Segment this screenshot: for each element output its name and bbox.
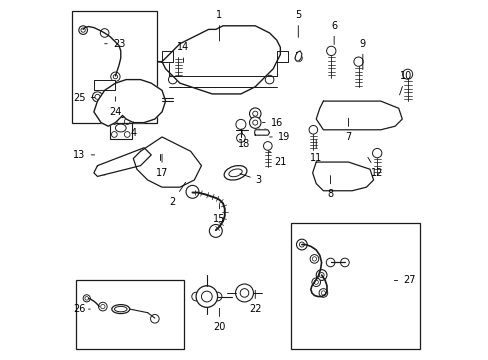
Circle shape xyxy=(340,258,348,267)
Text: 6: 6 xyxy=(330,21,337,45)
Circle shape xyxy=(309,255,318,263)
Circle shape xyxy=(325,258,334,267)
Text: 22: 22 xyxy=(248,291,261,314)
Text: 16: 16 xyxy=(262,118,283,128)
Circle shape xyxy=(326,46,335,55)
Polygon shape xyxy=(294,51,301,61)
Circle shape xyxy=(319,289,327,297)
Circle shape xyxy=(308,126,317,134)
Circle shape xyxy=(155,158,165,168)
Circle shape xyxy=(326,108,341,123)
Circle shape xyxy=(98,165,108,175)
Circle shape xyxy=(147,151,162,166)
Polygon shape xyxy=(312,162,373,191)
Text: 12: 12 xyxy=(367,157,383,178)
Text: 10: 10 xyxy=(399,71,411,95)
Bar xyxy=(110,117,131,139)
Circle shape xyxy=(79,26,87,35)
Text: 15: 15 xyxy=(213,204,225,224)
Circle shape xyxy=(249,117,261,129)
Circle shape xyxy=(202,299,211,307)
Circle shape xyxy=(372,148,381,158)
Circle shape xyxy=(236,134,244,142)
Circle shape xyxy=(314,164,332,182)
Text: 13: 13 xyxy=(73,150,95,160)
Text: 17: 17 xyxy=(156,154,168,178)
Text: 25: 25 xyxy=(73,93,95,103)
Bar xyxy=(72,12,156,123)
Text: 27: 27 xyxy=(393,275,415,285)
Polygon shape xyxy=(94,80,115,90)
Text: 3: 3 xyxy=(240,174,262,185)
Circle shape xyxy=(169,162,183,176)
Polygon shape xyxy=(133,137,201,187)
Circle shape xyxy=(92,92,102,102)
Circle shape xyxy=(386,110,400,125)
Circle shape xyxy=(202,286,211,294)
Circle shape xyxy=(133,155,143,165)
Circle shape xyxy=(209,225,222,237)
Polygon shape xyxy=(94,80,165,126)
Text: 21: 21 xyxy=(269,151,286,167)
Circle shape xyxy=(158,155,172,169)
Circle shape xyxy=(402,69,412,79)
Circle shape xyxy=(355,173,369,187)
Text: 14: 14 xyxy=(177,42,189,63)
Circle shape xyxy=(185,185,199,198)
Polygon shape xyxy=(254,130,269,135)
Text: 7: 7 xyxy=(345,118,351,142)
Circle shape xyxy=(213,292,222,301)
Circle shape xyxy=(100,29,109,37)
Circle shape xyxy=(110,72,120,81)
Text: 8: 8 xyxy=(327,176,333,199)
Text: 23: 23 xyxy=(104,39,125,49)
Text: 19: 19 xyxy=(269,132,289,142)
Text: 24: 24 xyxy=(109,97,122,117)
Circle shape xyxy=(83,295,90,302)
Circle shape xyxy=(201,47,223,69)
Circle shape xyxy=(180,54,201,76)
Circle shape xyxy=(311,278,320,287)
Text: 2: 2 xyxy=(169,182,185,207)
Text: 5: 5 xyxy=(295,10,301,37)
Text: 9: 9 xyxy=(359,39,365,69)
Polygon shape xyxy=(162,51,172,62)
Polygon shape xyxy=(316,101,402,130)
Circle shape xyxy=(150,315,159,323)
Bar xyxy=(76,280,183,348)
Polygon shape xyxy=(276,51,287,62)
Text: 4: 4 xyxy=(130,122,136,138)
Circle shape xyxy=(117,90,145,119)
Polygon shape xyxy=(158,26,280,94)
Circle shape xyxy=(235,120,245,130)
Circle shape xyxy=(153,141,166,154)
Circle shape xyxy=(316,270,326,280)
Polygon shape xyxy=(94,148,151,176)
Circle shape xyxy=(249,108,261,120)
Text: 11: 11 xyxy=(309,140,322,163)
Circle shape xyxy=(247,51,269,72)
Circle shape xyxy=(99,302,107,311)
Circle shape xyxy=(180,166,194,180)
Circle shape xyxy=(196,286,217,307)
Circle shape xyxy=(191,292,200,301)
Text: 20: 20 xyxy=(213,308,225,332)
Circle shape xyxy=(263,141,271,150)
Circle shape xyxy=(353,57,363,66)
Circle shape xyxy=(226,44,247,65)
Text: 26: 26 xyxy=(73,304,90,314)
Circle shape xyxy=(235,284,253,302)
Bar xyxy=(290,223,419,348)
Circle shape xyxy=(173,48,183,57)
Circle shape xyxy=(296,239,306,250)
Text: 1: 1 xyxy=(216,10,222,41)
Text: 18: 18 xyxy=(238,129,250,149)
